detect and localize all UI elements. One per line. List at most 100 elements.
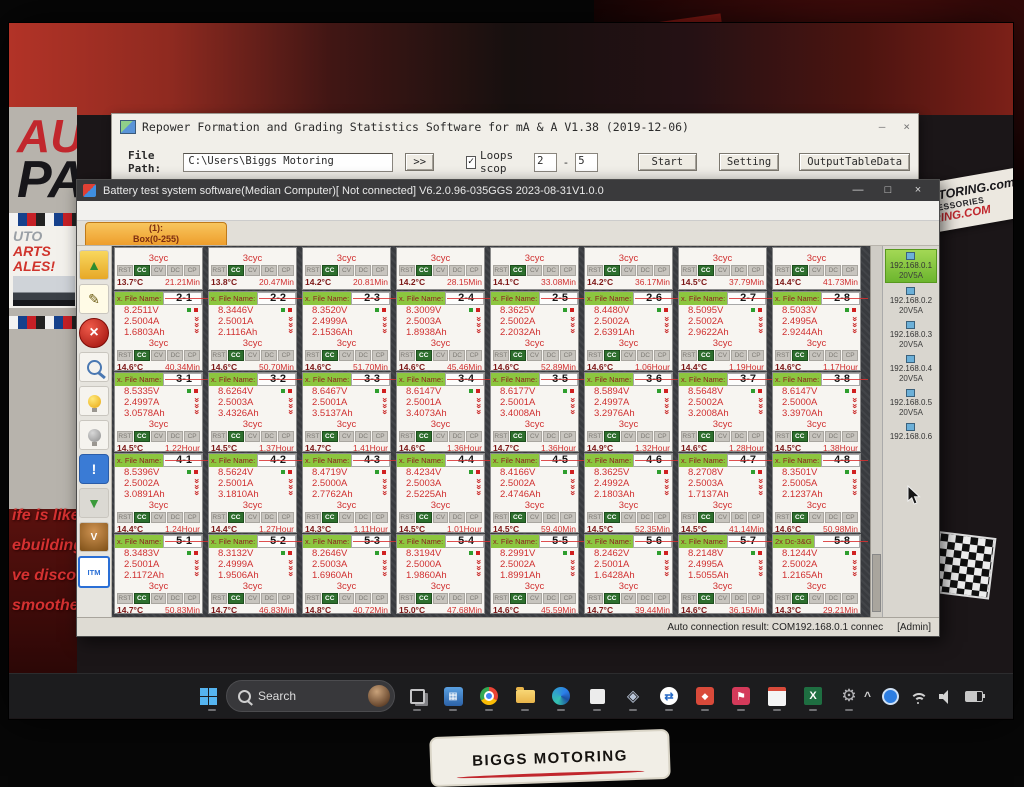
clock[interactable]: 9: 2/26 bbox=[994, 683, 1013, 709]
repower-title-bar[interactable]: Repower Formation and Grading Statistics… bbox=[112, 114, 918, 139]
mode-dc[interactable]: DC bbox=[637, 265, 654, 276]
mode-cc[interactable]: CC bbox=[227, 350, 244, 361]
mode-rst[interactable]: RST bbox=[399, 512, 415, 523]
edge-icon[interactable] bbox=[546, 680, 576, 712]
mode-cc[interactable]: CC bbox=[133, 512, 150, 523]
mode-cv[interactable]: CV bbox=[150, 593, 167, 604]
mode-rst[interactable]: RST bbox=[399, 593, 415, 604]
mode-dc[interactable]: DC bbox=[825, 593, 842, 604]
mode-cp[interactable]: CP bbox=[466, 593, 482, 604]
maximize-icon[interactable]: □ bbox=[884, 184, 892, 196]
mode-cv[interactable]: CV bbox=[338, 350, 355, 361]
mode-dc[interactable]: DC bbox=[543, 265, 560, 276]
mode-cv[interactable]: CV bbox=[526, 265, 543, 276]
mode-cv[interactable]: CV bbox=[244, 593, 261, 604]
mode-rst[interactable]: RST bbox=[587, 593, 603, 604]
mode-cp[interactable]: CP bbox=[842, 265, 858, 276]
mode-cp[interactable]: CP bbox=[278, 512, 294, 523]
battery-cell[interactable]: x. File Name: 3-7 ««« 8.5648V 2.5002A 3.… bbox=[679, 373, 774, 453]
itm-icon[interactable]: ITM bbox=[78, 556, 110, 588]
mode-cp[interactable]: CP bbox=[654, 265, 670, 276]
search-input[interactable]: Search bbox=[226, 680, 395, 712]
mode-rst[interactable]: RST bbox=[117, 265, 133, 276]
bluetooth-icon[interactable] bbox=[882, 687, 900, 705]
mode-cc[interactable]: CC bbox=[697, 350, 714, 361]
mode-cv[interactable]: CV bbox=[244, 431, 261, 442]
gauge-icon[interactable]: V bbox=[79, 522, 109, 552]
vertical-scrollbar[interactable] bbox=[870, 246, 882, 617]
mode-dc[interactable]: DC bbox=[543, 431, 560, 442]
mode-rst[interactable]: RST bbox=[305, 593, 321, 604]
mode-cc[interactable]: CC bbox=[697, 431, 714, 442]
device-item[interactable]: 192.168.0.6 bbox=[885, 421, 937, 443]
mode-dc[interactable]: DC bbox=[449, 593, 466, 604]
mode-dc[interactable]: DC bbox=[637, 512, 654, 523]
mode-cv[interactable]: CV bbox=[808, 265, 825, 276]
mode-dc[interactable]: DC bbox=[731, 265, 748, 276]
mode-dc[interactable]: DC bbox=[731, 431, 748, 442]
mode-dc[interactable]: DC bbox=[261, 431, 278, 442]
mode-cc[interactable]: CC bbox=[603, 512, 620, 523]
mode-rst[interactable]: RST bbox=[211, 265, 227, 276]
mode-cv[interactable]: CV bbox=[338, 431, 355, 442]
mode-rst[interactable]: RST bbox=[493, 350, 509, 361]
mode-dc[interactable]: DC bbox=[167, 593, 184, 604]
loop-from-input[interactable]: 2 bbox=[534, 152, 557, 172]
battery-app-icon[interactable]: ▦ bbox=[438, 680, 468, 712]
excel-icon[interactable]: X bbox=[798, 680, 828, 712]
mode-cc[interactable]: CC bbox=[415, 350, 432, 361]
mode-rst[interactable]: RST bbox=[775, 265, 791, 276]
mode-dc[interactable]: DC bbox=[449, 350, 466, 361]
mode-rst[interactable]: RST bbox=[305, 265, 321, 276]
battery-cell[interactable]: x. File Name: 5-5 ««« 8.2991V 2.5002A 1.… bbox=[491, 535, 586, 615]
mode-rst[interactable]: RST bbox=[681, 593, 697, 604]
bulb-off-icon[interactable] bbox=[79, 420, 109, 450]
mode-cv[interactable]: CV bbox=[338, 265, 355, 276]
mode-rst[interactable]: RST bbox=[117, 431, 133, 442]
mode-cc[interactable]: CC bbox=[697, 593, 714, 604]
volume-icon[interactable] bbox=[939, 689, 954, 704]
mode-dc[interactable]: DC bbox=[167, 350, 184, 361]
start-button[interactable] bbox=[197, 680, 219, 712]
mode-dc[interactable]: DC bbox=[355, 350, 372, 361]
mode-dc[interactable]: DC bbox=[449, 512, 466, 523]
mode-dc[interactable]: DC bbox=[261, 512, 278, 523]
mode-cp[interactable]: CP bbox=[184, 265, 200, 276]
device-item[interactable]: 192.168.0.5 20V5A bbox=[885, 387, 937, 419]
mode-cv[interactable]: CV bbox=[432, 512, 449, 523]
mode-dc[interactable]: DC bbox=[167, 512, 184, 523]
chrome-icon[interactable] bbox=[474, 680, 504, 712]
mode-cv[interactable]: CV bbox=[432, 265, 449, 276]
mode-rst[interactable]: RST bbox=[399, 350, 415, 361]
battery-cell[interactable]: x. File Name: 5-3 ««« 8.2646V 2.5003A 1.… bbox=[303, 535, 398, 615]
mode-cv[interactable]: CV bbox=[432, 350, 449, 361]
export-icon[interactable]: ▼ bbox=[79, 488, 109, 518]
mode-cv[interactable]: CV bbox=[620, 593, 637, 604]
mode-cp[interactable]: CP bbox=[560, 431, 576, 442]
battery-cell-partial[interactable]: 3cyc RST CC CV DC CP 13.7°C 21.21Min bbox=[115, 248, 202, 289]
battery-cell[interactable]: x. File Name: 4-2 ««« 8.5624V 2.5001A 3.… bbox=[209, 454, 304, 534]
mode-cc[interactable]: CC bbox=[321, 265, 338, 276]
mode-cp[interactable]: CP bbox=[372, 593, 388, 604]
mode-dc[interactable]: DC bbox=[825, 512, 842, 523]
close-icon[interactable]: × bbox=[914, 184, 922, 196]
mode-cc[interactable]: CC bbox=[227, 593, 244, 604]
mode-cc[interactable]: CC bbox=[603, 265, 620, 276]
mode-cp[interactable]: CP bbox=[278, 431, 294, 442]
battery-cell[interactable]: x. File Name: 5-6 ««« 8.2462V 2.5001A 1.… bbox=[585, 535, 680, 615]
mode-cv[interactable]: CV bbox=[620, 431, 637, 442]
mode-cv[interactable]: CV bbox=[714, 265, 731, 276]
mode-cc[interactable]: CC bbox=[133, 431, 150, 442]
mode-dc[interactable]: DC bbox=[731, 512, 748, 523]
mode-cc[interactable]: CC bbox=[133, 350, 150, 361]
mode-cp[interactable]: CP bbox=[842, 512, 858, 523]
mode-rst[interactable]: RST bbox=[399, 431, 415, 442]
open-folder-icon[interactable]: ▲ bbox=[79, 250, 109, 280]
mode-dc[interactable]: DC bbox=[637, 350, 654, 361]
battery-cell[interactable]: x. File Name: 5-2 ««« 8.3132V 2.4999A 1.… bbox=[209, 535, 304, 615]
battery-cell[interactable]: x. File Name: 2-6 ««« 8.4480V 2.5002A 2.… bbox=[585, 292, 680, 372]
mode-cv[interactable]: CV bbox=[620, 512, 637, 523]
mode-cc[interactable]: CC bbox=[509, 350, 526, 361]
battery-cell-partial[interactable]: 3cyc RST CC CV DC CP 14.2°C 28.15Min bbox=[397, 248, 484, 289]
mode-cp[interactable]: CP bbox=[278, 593, 294, 604]
